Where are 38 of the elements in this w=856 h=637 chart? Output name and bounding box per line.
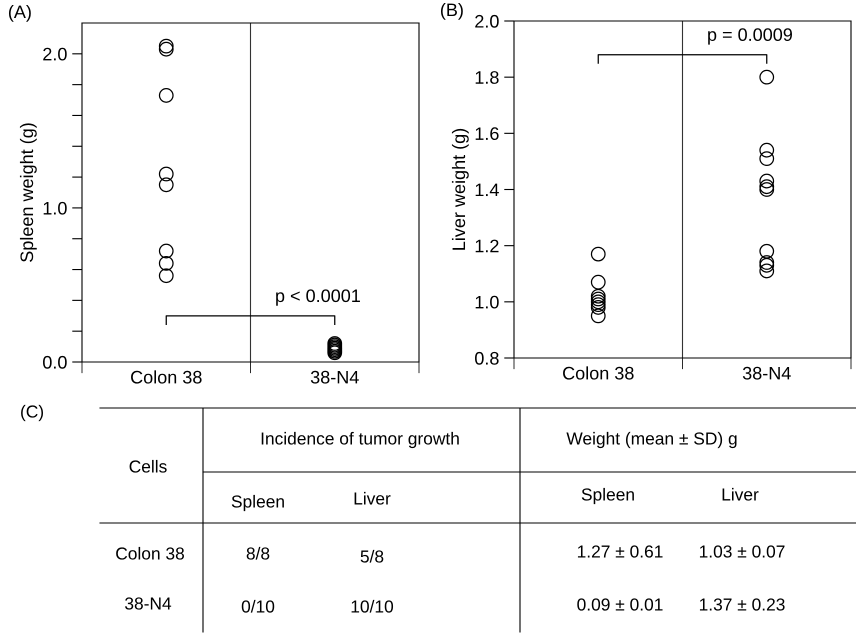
text: 8/8 [246,546,270,560]
text: 5/8 [360,550,384,563]
annotation: p < 0.0001 [276,289,360,306]
y-axis-title: Liver weight (g) [452,128,469,250]
x-tick-label: Colon 38 [563,366,634,380]
text: Spleen [232,494,284,512]
annotation: p = 0.0009 [708,28,792,45]
y-tick-label: 1.2 [476,240,499,252]
text: 1.27 ± 0.61 [578,545,663,558]
text: Liver [722,488,759,501]
text: Weight (mean ± SD) g [566,432,737,448]
y-tick-label: 0.0 [43,356,67,369]
text: 0.09 ± 0.01 [577,598,663,611]
y-tick-label: 2.0 [475,14,499,28]
y-tick-label: 1.8 [476,71,499,84]
text: 0/10 [242,600,274,613]
text: 38-N4 [125,597,172,610]
y-tick-label: 1.0 [476,296,499,309]
text: Colon 38 [116,546,184,560]
chart-title: (B) [440,2,463,20]
text: 10/10 [352,600,394,613]
y-tick-label: 0.8 [475,352,499,365]
y-tick-label: 1.4 [476,184,499,196]
y-tick-label: 1.0 [44,202,67,215]
x-tick-label: 38-N4 [742,366,791,380]
text: 1.03 ± 0.07 [700,545,785,558]
y-tick-label: 1.6 [476,127,499,140]
text: (C) [21,404,44,422]
y-axis-title: Spleen weight (g) [20,123,37,262]
x-tick-label: Colon 38 [131,370,202,384]
text: Cells [130,460,167,473]
x-tick-label: 38-N4 [310,370,359,384]
text: Spleen [582,488,634,504]
chart-title: (A) [8,4,31,22]
text: Incidence of tumor growth [262,432,459,448]
text: Liver [354,492,391,505]
y-tick-label: 2.0 [43,48,67,61]
text: 1.37 ± 0.23 [700,598,785,611]
